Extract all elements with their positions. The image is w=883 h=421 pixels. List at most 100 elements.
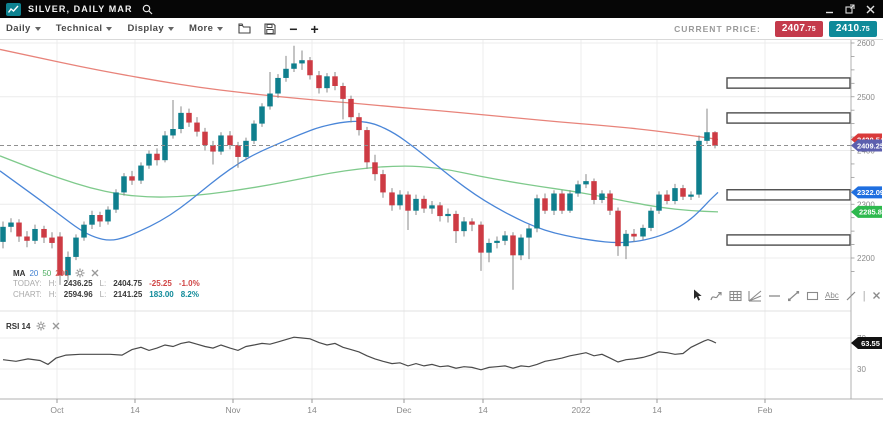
ma-settings-gear-icon[interactable] <box>75 268 85 278</box>
chart-toolbar: Daily Technical Display More − + CURRENT… <box>0 18 883 40</box>
candle-body-up <box>526 228 532 238</box>
candle-body-down <box>389 192 395 206</box>
open-folder-icon[interactable] <box>238 23 251 34</box>
horizontal-line-icon[interactable] <box>768 290 781 302</box>
chart-low-value: 2141.25 <box>113 290 143 299</box>
level-box[interactable] <box>726 112 851 124</box>
chevron-down-icon <box>106 26 113 31</box>
today-change-value: -25.25 <box>149 279 172 288</box>
level-box[interactable] <box>726 234 851 246</box>
rsi-line <box>2 336 717 371</box>
candle-body-up <box>0 226 6 242</box>
candle-body-up <box>397 194 403 206</box>
candle-body-up <box>299 60 305 64</box>
close-window-button[interactable] <box>866 5 875 14</box>
menu-technical-label: Technical <box>55 23 103 34</box>
candle-body-up <box>623 233 629 247</box>
zoom-in-button[interactable]: + <box>310 20 319 37</box>
candle-body-up <box>138 165 144 181</box>
time-axis-label: Oct <box>50 405 64 415</box>
fan-lines-icon[interactable] <box>748 290 762 302</box>
candle-body-down <box>372 162 378 175</box>
menu-daily[interactable]: Daily <box>6 23 41 34</box>
candle-body-up <box>259 106 265 124</box>
time-axis-label: Dec <box>396 405 412 415</box>
candle-body-down <box>202 131 208 146</box>
level-box[interactable] <box>726 77 851 89</box>
candle-body-up <box>218 135 224 152</box>
zoom-out-button[interactable]: − <box>289 20 298 37</box>
today-stats-row: TODAY: H: 2436.25 L: 2404.75 -25.25 -1.0… <box>13 279 200 288</box>
chart-stats-row: CHART: H: 2594.96 L: 2141.25 183.00 8.2% <box>13 290 199 299</box>
price-chart-canvas[interactable]: 260025002400230022007030Oct14Nov14Dec142… <box>0 40 883 421</box>
candle-body-up <box>178 112 184 129</box>
ask-price-badge: 2410.75 <box>828 20 877 37</box>
save-icon[interactable] <box>264 22 276 35</box>
polyline-draw-icon[interactable] <box>710 290 723 302</box>
chart-label: CHART: <box>13 290 42 299</box>
time-axis-label: 14 <box>478 405 488 415</box>
titlebar: SILVER, DAILY MAR <box>0 0 883 18</box>
candle-body-down <box>97 215 103 222</box>
ma-legend-label: MA <box>13 268 26 278</box>
menu-display[interactable]: Display <box>127 23 175 34</box>
ma-period-200: 200 <box>55 268 69 278</box>
grid-table-icon[interactable] <box>729 290 742 302</box>
text-annotation-icon[interactable]: Abc <box>825 291 839 300</box>
rsi-close-icon[interactable] <box>52 322 60 330</box>
candle-body-down <box>364 130 370 163</box>
chart-high-value: 2594.96 <box>63 290 93 299</box>
candle-body-down <box>469 221 475 225</box>
candle-body-up <box>461 221 467 232</box>
today-change-percent: -1.0% <box>178 279 200 288</box>
chevron-down-icon <box>34 26 41 31</box>
price-tag <box>851 186 882 199</box>
candle-body-down <box>186 112 192 123</box>
ma-period-50: 50 <box>42 268 52 278</box>
diagonal-line-icon[interactable] <box>845 290 857 302</box>
time-axis-label: Feb <box>758 405 773 415</box>
popout-window-button[interactable] <box>845 4 855 14</box>
menu-technical[interactable]: Technical <box>56 23 113 34</box>
minimize-button[interactable] <box>825 5 834 14</box>
time-axis-label: 14 <box>652 405 662 415</box>
search-icon[interactable] <box>142 4 153 15</box>
candle-body-down <box>24 236 30 241</box>
candle-body-down <box>437 205 443 217</box>
candle-body-down <box>356 117 362 131</box>
menu-more-label: More <box>189 23 214 34</box>
candle-body-up <box>696 140 702 195</box>
ma20-line <box>0 120 719 244</box>
candle-body-down <box>348 98 354 118</box>
close-toolbar-icon[interactable] <box>872 291 881 300</box>
candle-body-down <box>340 86 346 99</box>
candle-body-down <box>210 145 216 152</box>
candle-body-up <box>170 129 176 136</box>
candle-body-down <box>559 193 565 211</box>
menu-more[interactable]: More <box>189 23 224 34</box>
level-box[interactable] <box>726 189 851 201</box>
cursor-pointer-icon[interactable] <box>692 289 704 302</box>
time-axis-label: 14 <box>130 405 140 415</box>
candle-body-up <box>65 256 71 276</box>
ma-close-icon[interactable] <box>91 269 99 277</box>
price-axis-label: 2600 <box>857 40 875 48</box>
toolbar-divider: | <box>862 289 866 302</box>
rectangle-draw-icon[interactable] <box>806 290 819 302</box>
chevron-down-icon <box>217 26 224 31</box>
trend-line-icon[interactable] <box>787 290 800 302</box>
candle-body-up <box>583 181 589 185</box>
app-logo-icon <box>6 2 21 16</box>
rsi-value-tag <box>851 336 882 349</box>
ma50-line <box>0 155 719 213</box>
rsi-settings-gear-icon[interactable] <box>36 321 46 331</box>
time-axis-label: 14 <box>307 405 317 415</box>
candle-body-up <box>73 237 79 257</box>
candle-body-up <box>81 224 87 238</box>
candle-body-down <box>510 235 516 256</box>
candle-body-up <box>656 194 662 211</box>
candle-body-down <box>591 181 597 200</box>
candle-body-up <box>8 222 14 227</box>
candle-body-up <box>648 210 654 228</box>
ma200-line <box>0 48 719 141</box>
